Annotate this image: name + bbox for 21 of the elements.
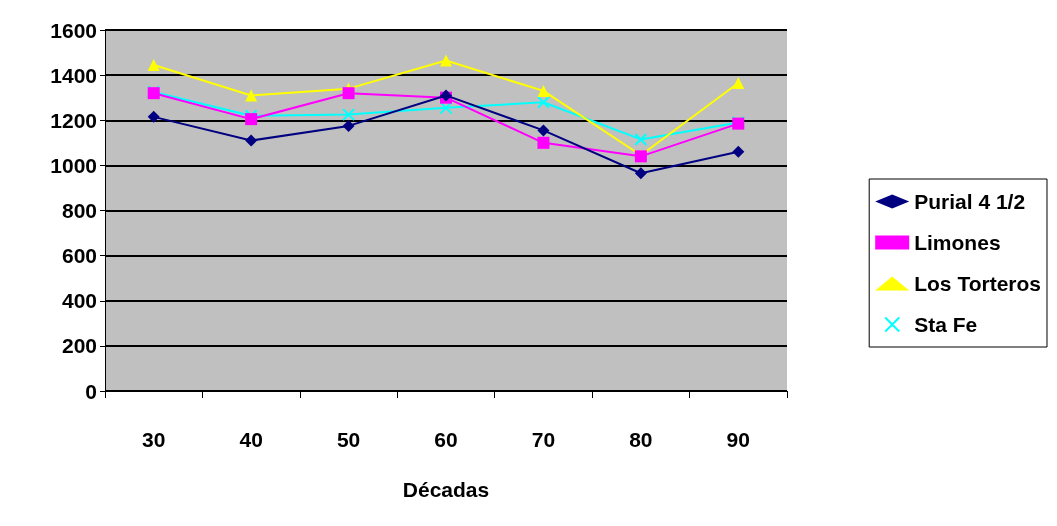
x-tick-label: 90	[726, 428, 750, 451]
legend-label: Sta Fe	[914, 313, 978, 336]
y-tick-label: 1000	[50, 153, 97, 177]
y-tick-label: 1200	[50, 108, 97, 132]
y-tick-label: 400	[61, 289, 97, 313]
x-tick-label: 80	[629, 428, 653, 451]
legend-label: Limones	[914, 231, 1001, 254]
y-tick-label: 1600	[50, 18, 97, 42]
legend-label: Purial 4 1/2	[914, 190, 1026, 213]
legend-label: Los Torteros	[914, 272, 1042, 295]
x-tick-label: 60	[434, 428, 458, 451]
y-tick-label: 600	[61, 244, 97, 268]
x-tick-label: 40	[239, 428, 263, 451]
y-tick-label: 800	[61, 199, 97, 222]
x-axis-title: Décadas	[402, 478, 490, 501]
y-tick-label: 0	[85, 379, 97, 403]
x-tick-label: 50	[336, 428, 361, 451]
x-tick-label: 30	[142, 428, 166, 451]
y-tick-label: 200	[61, 334, 97, 358]
y-tick-label: 1400	[50, 63, 97, 87]
x-tick-label: 70	[531, 428, 556, 451]
